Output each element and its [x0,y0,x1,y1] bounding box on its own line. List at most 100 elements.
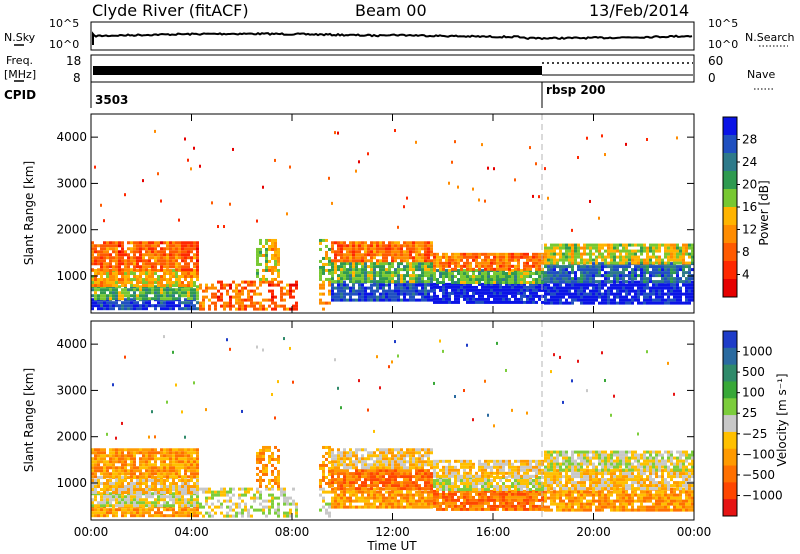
velocity-cell [367,457,370,461]
power-cell [613,283,616,287]
power-cell [427,298,430,302]
power-cell [118,291,121,295]
power-cell [487,294,490,298]
power-cell [577,298,580,302]
velocity-cell [229,499,232,503]
power-cell [625,142,627,146]
power-cell [400,247,403,251]
power-cell [376,274,379,278]
power-heatmap-data [91,129,694,311]
velocity-cell [154,485,157,489]
power-cell [547,258,550,262]
velocity-cell [388,460,391,464]
velocity-cell [187,479,190,483]
velocity-cell [145,498,148,502]
power-cell [628,289,631,293]
power-cell [415,277,418,281]
power-cell [145,253,148,257]
power-cell [544,295,547,299]
power-cell [388,253,391,257]
power-cell [322,307,325,311]
power-cell [484,285,487,289]
power-cell [352,262,355,266]
power-cell [634,268,637,272]
velocity-cell [355,496,358,500]
power-cell [340,283,343,287]
velocity-cell [121,485,124,489]
velocity-cell [268,478,271,482]
velocity-cell [178,514,181,518]
power-cell [145,244,148,248]
velocity-cell [400,469,403,473]
power-cell [91,253,94,257]
power-cell [667,295,670,299]
power-cell [496,294,499,298]
power-cell [394,253,397,257]
power-cell [166,262,169,266]
power-cell [670,286,673,290]
velocity-cell [361,454,364,458]
velocity-cell [133,454,136,458]
power-cell [364,271,367,275]
velocity-cell [361,499,364,503]
velocity-cell [322,496,325,500]
power-cell [631,301,634,305]
power-cell [418,265,421,269]
power-cell [685,283,688,287]
velocity-cell [118,504,121,508]
velocity-cell [121,514,124,518]
power-cell [640,265,643,269]
power-cell [91,244,94,248]
power-cell [187,272,190,276]
velocity-cell [169,485,172,489]
velocity-cell [256,345,258,349]
power-cell [505,291,508,295]
power-cell [409,247,412,251]
velocity-cell [256,460,259,464]
power-cell [538,275,541,279]
power-cell [679,268,682,272]
power-cell [97,272,100,276]
velocity-cell [367,487,370,491]
power-cell [211,295,214,299]
velocity-cell [292,380,294,384]
power-cell [655,268,658,272]
velocity-cell [322,463,325,467]
power-cell [286,212,288,216]
power-cell [382,286,385,290]
power-cell [421,283,424,287]
power-cell [133,307,136,311]
power-cell [514,258,517,262]
power-cell [388,295,391,299]
power-cell [220,298,223,302]
power-cell [535,294,538,298]
velocity-cell [205,496,208,500]
power-cell [142,304,145,308]
power-cell [424,244,427,248]
power-cell [127,256,130,260]
power-cell [235,283,238,287]
power-cell [388,298,391,302]
power-cell [625,298,628,302]
velocity-cell [175,383,177,387]
power-cell [136,275,139,279]
power-cell [619,277,622,281]
power-cell [547,292,550,296]
power-cell [613,265,616,269]
power-cell [112,291,115,295]
velocity-cell [211,508,214,512]
power-cell [127,278,130,282]
velocity-cell [103,511,106,515]
power-cell [523,272,526,276]
velocity-cell [160,451,163,455]
power-cell [127,253,130,257]
velocity-cell [400,451,403,455]
velocity-cell [94,457,97,461]
power-cell [577,277,580,281]
power-cell [442,282,445,286]
power-cell [133,288,136,292]
power-cell [577,243,580,247]
power-cell [397,241,400,245]
power-cell [538,264,541,268]
velocity-cell [397,487,400,491]
